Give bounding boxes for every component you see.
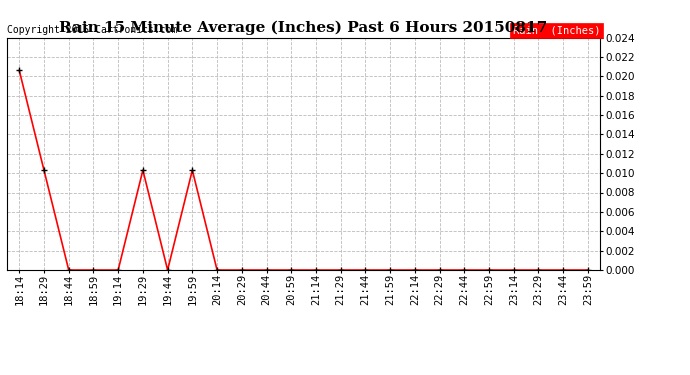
Text: Rain  (Inches): Rain (Inches)	[513, 25, 600, 35]
Text: Copyright 2015 Cartronics.com: Copyright 2015 Cartronics.com	[7, 25, 177, 35]
Title: Rain 15 Minute Average (Inches) Past 6 Hours 20150817: Rain 15 Minute Average (Inches) Past 6 H…	[59, 21, 548, 35]
